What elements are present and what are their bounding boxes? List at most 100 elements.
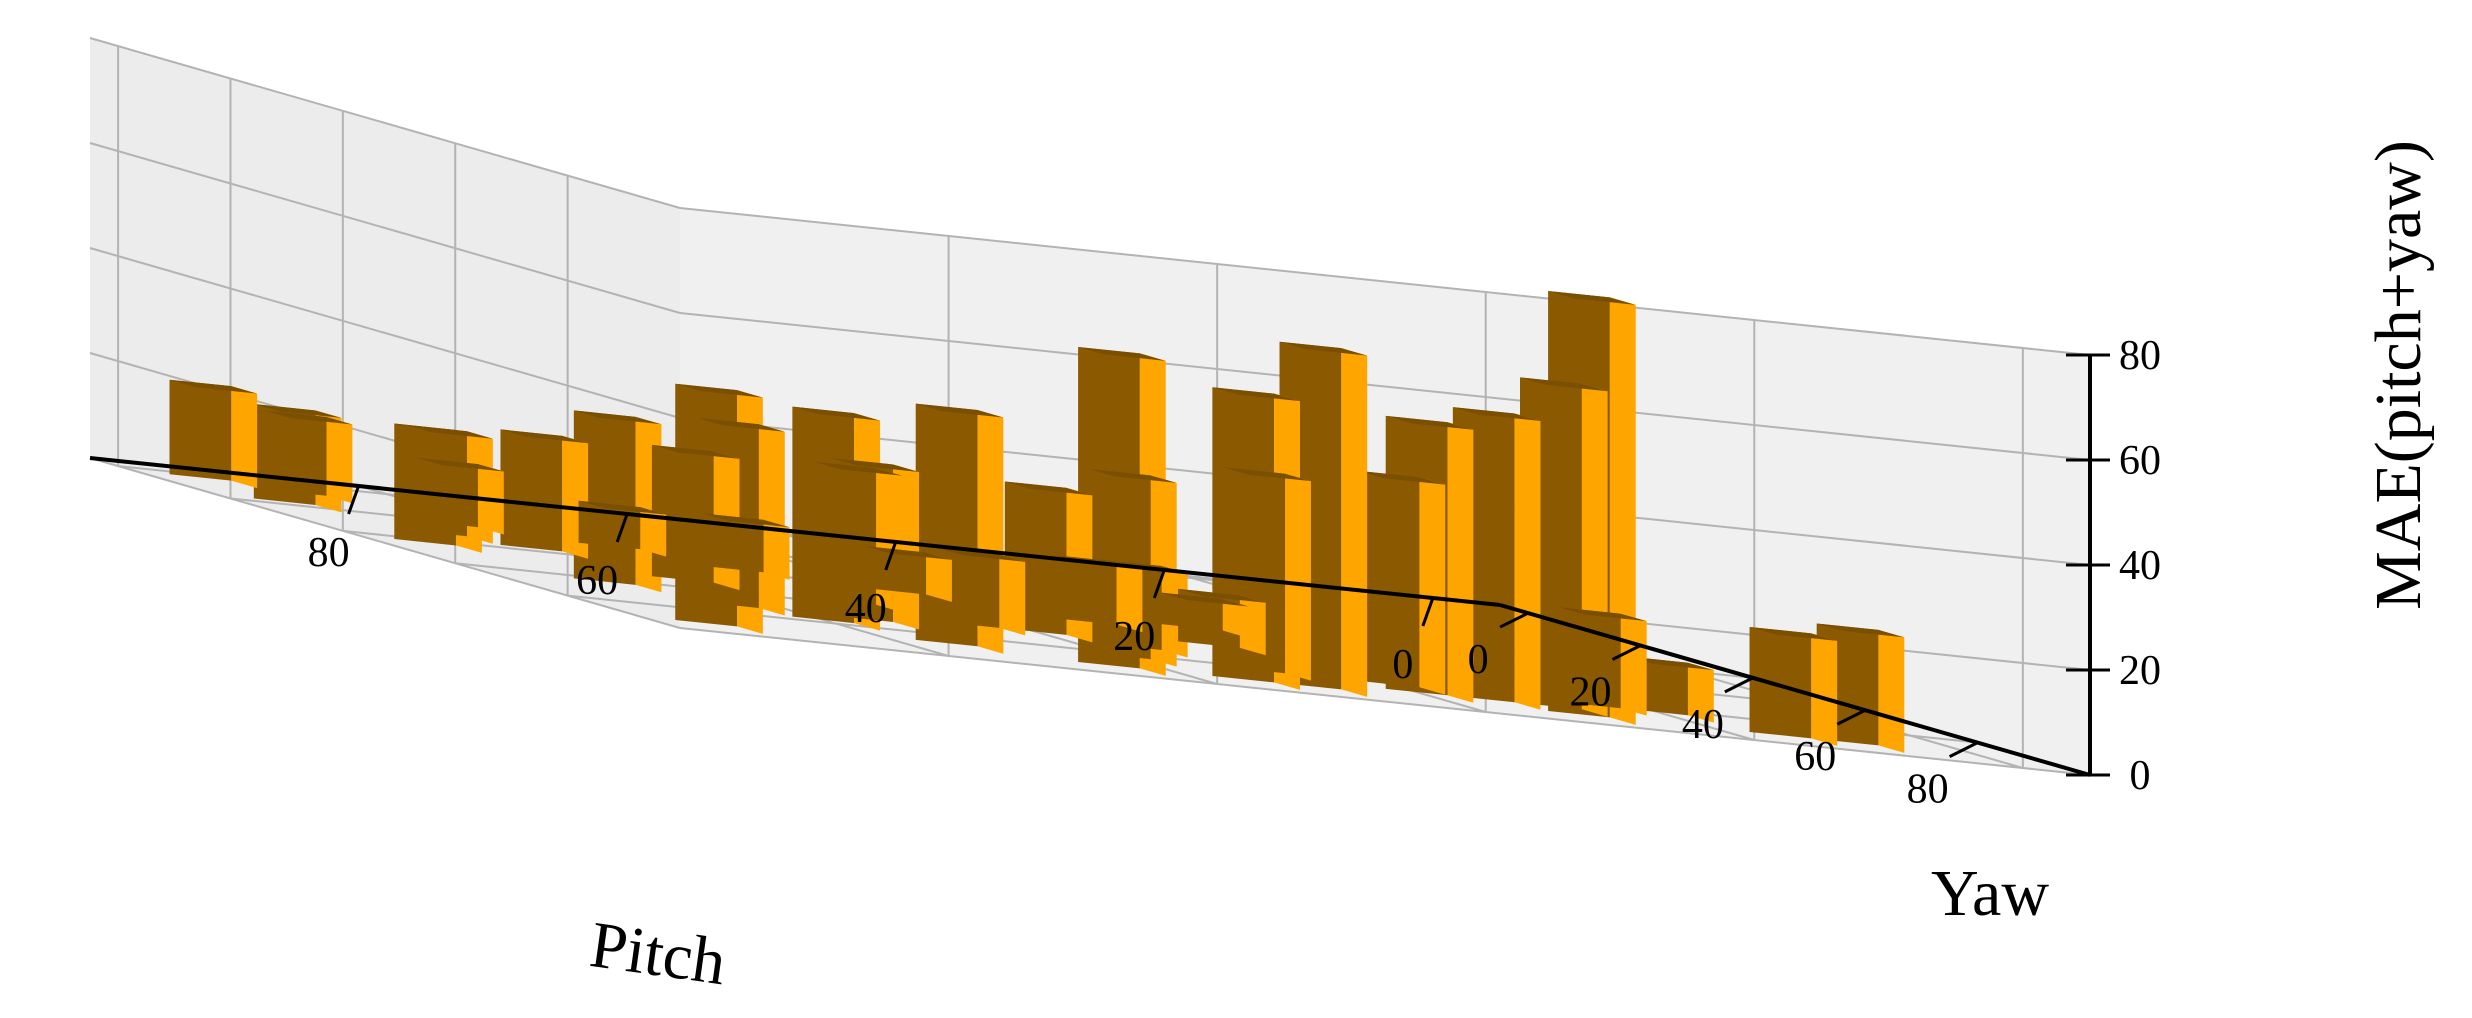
- y-tick: [1611, 644, 1642, 661]
- x-axis-title: Pitch: [586, 908, 731, 999]
- bar-top-face: [1749, 626, 1838, 641]
- bar-side-face: [1419, 477, 1446, 695]
- bar-top-face: [253, 404, 342, 418]
- bar-front-face: [1054, 555, 1117, 625]
- bar-front-face: [169, 379, 232, 481]
- z-tick-label: 20: [2119, 648, 2161, 694]
- bar-top-face: [831, 458, 920, 472]
- bar-top-face: [697, 417, 785, 432]
- bar: [1223, 467, 1311, 681]
- x-tick-label: 80: [308, 530, 350, 576]
- bar-top-face: [915, 403, 1004, 418]
- x-tick-label: 0: [1392, 642, 1413, 688]
- bar: [1054, 555, 1143, 633]
- axes: 0 20 40 60 80 0 20 40 60 80 0 20 40 60 80: [89, 333, 2161, 813]
- bar-side-face: [640, 507, 667, 557]
- bar: [169, 379, 258, 489]
- bar-top-face: [651, 444, 740, 459]
- bar-side-face: [1447, 422, 1474, 703]
- bar-side-face: [231, 386, 258, 489]
- bar-top-face: [1816, 623, 1905, 638]
- y-tick-label: 80: [1907, 767, 1949, 813]
- bar-front-face: [937, 547, 1000, 628]
- y-tick: [1724, 676, 1754, 694]
- bar: [937, 547, 1026, 636]
- y-axis-title: Yaw: [1931, 857, 2049, 930]
- y-tick: [1836, 708, 1866, 726]
- bar-top-face: [1212, 387, 1300, 402]
- y-tick: [1948, 741, 1979, 758]
- bar-top-face: [1223, 467, 1311, 482]
- bar-front-face: [814, 461, 877, 605]
- bar-side-face: [1514, 413, 1541, 710]
- bar-front-face: [864, 546, 927, 595]
- bar: [416, 457, 504, 535]
- z-tick-label: 80: [2119, 333, 2161, 379]
- labels: Pitch Yaw MAE(pitch+yaw): [586, 140, 2435, 999]
- bar: [864, 546, 952, 602]
- grid-line: [679, 312, 2091, 461]
- bar-top-face: [1452, 407, 1541, 422]
- bar-top-face: [1160, 592, 1249, 607]
- bar-side-face: [999, 554, 1026, 636]
- y-tick-label: 60: [1794, 734, 1836, 780]
- x-tick: [884, 541, 898, 571]
- bar-top-face: [1004, 481, 1093, 496]
- bar-front-face: [1559, 607, 1621, 709]
- bar: [1749, 626, 1838, 746]
- x-tick: [1152, 569, 1166, 599]
- grid-line: [89, 247, 681, 419]
- bar-front-face: [1749, 626, 1812, 739]
- bar-top-face: [1357, 470, 1446, 485]
- bar-front-face: [416, 457, 478, 528]
- grid-line: [679, 627, 2091, 776]
- bar-side-face: [1811, 633, 1838, 746]
- grid-line: [679, 207, 2091, 356]
- bar-side-face: [1116, 561, 1143, 633]
- x-tick-label: 40: [845, 586, 887, 632]
- bar-top-face: [416, 457, 504, 472]
- bar-front-face: [651, 444, 714, 583]
- bar-side-face: [926, 552, 952, 602]
- bar: [264, 410, 353, 504]
- x-tick-label: 60: [576, 558, 618, 604]
- bar-top-face: [1178, 588, 1266, 603]
- bar-side-face: [1341, 348, 1368, 697]
- bars: [169, 290, 1905, 753]
- bar-top-face: [500, 429, 589, 444]
- bar-top-face: [937, 547, 1026, 562]
- bar-top-face: [264, 410, 353, 425]
- bar-top-face: [864, 546, 952, 560]
- y-tick-label: 0: [1468, 637, 1489, 683]
- bar-side-face: [1222, 599, 1249, 638]
- x-tick: [615, 513, 629, 543]
- y-axis-line: [1499, 603, 2091, 777]
- bar-front-face: [264, 410, 327, 496]
- bar-top-face: [169, 379, 258, 394]
- bar-top-face: [405, 424, 493, 439]
- x-tick-label: 20: [1113, 614, 1155, 660]
- bar-side-face: [326, 417, 353, 504]
- bar-top-face: [1626, 656, 1714, 671]
- x-tick: [1421, 597, 1435, 627]
- bar-front-face: [500, 429, 563, 552]
- bar: [1357, 470, 1446, 695]
- bar: [1160, 592, 1249, 638]
- y-tick-label: 40: [1682, 702, 1724, 748]
- bar-top-face: [573, 410, 662, 425]
- bar-top-face: [675, 383, 763, 398]
- bar-top-face: [1520, 377, 1608, 392]
- bar-top-face: [1089, 469, 1177, 483]
- z-axis-title: MAE(pitch+yaw): [2362, 140, 2435, 610]
- y-tick-label: 20: [1569, 669, 1611, 715]
- bar-top-face: [1385, 415, 1474, 430]
- bar-top-face: [578, 500, 667, 515]
- bar-top-face: [1559, 607, 1647, 622]
- bar-top-face: [1548, 290, 1636, 305]
- bar-front-face: [1357, 470, 1420, 688]
- bar: [500, 429, 589, 559]
- bar: [1559, 607, 1647, 716]
- bar-side-face: [1285, 473, 1311, 681]
